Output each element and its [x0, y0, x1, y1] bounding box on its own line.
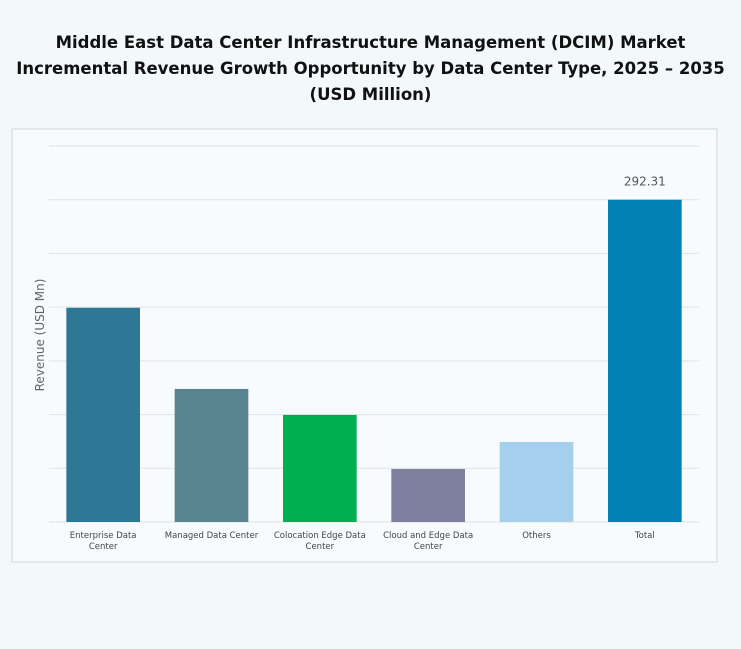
bar [391, 468, 465, 522]
y-axis-title: Revenue (USD Mn) [33, 279, 47, 392]
bar [283, 414, 357, 522]
x-tick-label: Colocation Edge Data Center [273, 531, 366, 552]
x-tick-label: Enterprise Data Center [69, 531, 137, 552]
x-tick-label: Cloud and Edge Data Center [383, 531, 474, 552]
chart-title: Middle East Data Center Infrastructure M… [16, 33, 725, 104]
x-tick-label: Total [634, 531, 655, 541]
bar [608, 199, 682, 522]
bar [66, 307, 140, 522]
data-label: 292.31 [624, 175, 666, 189]
bar [499, 441, 574, 522]
x-tick-label: Managed Data Center [164, 531, 259, 541]
bar [174, 388, 249, 522]
x-tick-label: Others [522, 531, 551, 541]
